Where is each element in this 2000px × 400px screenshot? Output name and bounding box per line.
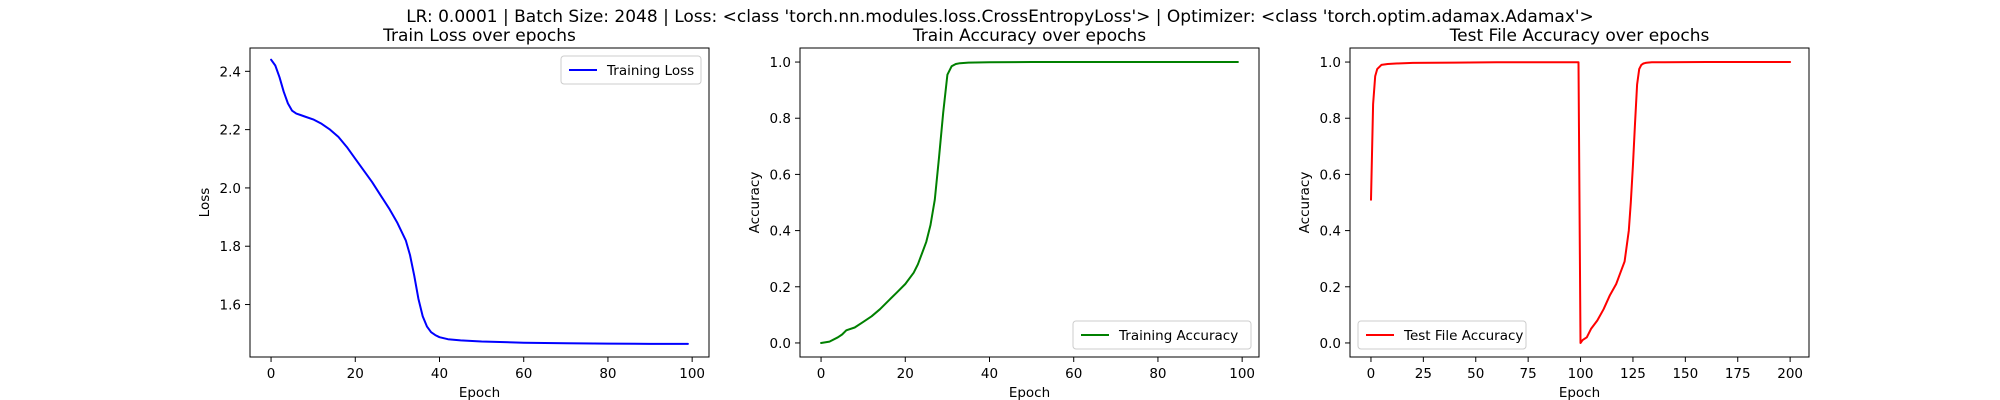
series-line-1 xyxy=(270,58,689,345)
y-tick-label: 0.8 xyxy=(1320,111,1341,127)
y-axis-label: Accuracy xyxy=(1297,172,1313,234)
train-loss-panel: Train Loss over epochs 0 20 40 60 80 100 1.6 1.8… xyxy=(197,26,710,400)
plot-title: Train Accuracy over epochs xyxy=(912,26,1146,46)
x-tick-label: 40 xyxy=(431,366,448,382)
y-tick-label: 0.4 xyxy=(1320,224,1341,240)
x-tick-label: 80 xyxy=(1149,366,1166,382)
x-tick-label: 60 xyxy=(515,366,532,382)
x-tick-label: 75 xyxy=(1520,366,1537,382)
x-tick-label: 125 xyxy=(1620,366,1646,382)
y-tick-label: 0.6 xyxy=(1320,167,1341,183)
legend-box xyxy=(560,55,702,85)
x-tick-label: 0 xyxy=(267,366,276,382)
plot-frame xyxy=(799,47,1260,358)
y-tick-label: 2.4 xyxy=(220,64,241,80)
x-tick-label: 25 xyxy=(1415,366,1432,382)
y-tick-label: 1.8 xyxy=(220,239,241,255)
legend-label: Training Loss xyxy=(606,63,694,79)
y-tick-label: 1.0 xyxy=(1320,55,1341,71)
x-tick-label: 20 xyxy=(347,366,364,382)
x-axis-label: Epoch xyxy=(1559,385,1600,400)
x-axis-label: Epoch xyxy=(1009,385,1050,400)
legend-box xyxy=(1357,320,1527,350)
x-tick-label: 0 xyxy=(817,366,826,382)
x-tick-label: 100 xyxy=(1229,366,1255,382)
legend-label: Training Accuracy xyxy=(1118,328,1238,344)
train-accuracy-panel: Train Accuracy over epochs 0 20 40 60 80 100 0.… xyxy=(747,26,1260,400)
legend: Training Accuracy xyxy=(1072,320,1252,350)
legend-label: Test File Accuracy xyxy=(1403,328,1523,344)
x-tick-label: 40 xyxy=(981,366,998,382)
plot-frame xyxy=(1349,47,1810,358)
y-axis-label: Accuracy xyxy=(747,172,763,234)
y-axis-label: Loss xyxy=(197,188,213,218)
x-tick-label: 150 xyxy=(1672,366,1698,382)
y-tick-label: 1.6 xyxy=(220,298,241,314)
figure-suptitle: LR: 0.0001 | Batch Size: 2048 | Loss: <c… xyxy=(406,7,1594,27)
y-tick-label: 2.2 xyxy=(220,123,241,139)
legend: Test File Accuracy xyxy=(1357,320,1527,350)
series-line-1 xyxy=(1370,61,1792,344)
x-tick-label: 60 xyxy=(1065,366,1082,382)
y-tick-label: 0.0 xyxy=(1320,336,1341,352)
x-tick-label: 20 xyxy=(897,366,914,382)
y-tick-label: 0.6 xyxy=(770,167,791,183)
x-tick-label: 100 xyxy=(679,366,705,382)
x-tick-label: 100 xyxy=(1568,366,1594,382)
y-tick-label: 1.0 xyxy=(770,55,791,71)
x-tick-label: 50 xyxy=(1467,366,1484,382)
y-tick-label: 0.4 xyxy=(770,224,791,240)
x-axis-label: Epoch xyxy=(459,385,500,400)
y-tick-label: 0.8 xyxy=(770,111,791,127)
y-tick-label: 0.0 xyxy=(770,336,791,352)
plot-frame xyxy=(249,47,710,358)
x-tick-label: 200 xyxy=(1777,366,1803,382)
x-tick-label: 80 xyxy=(599,366,616,382)
x-tick-label: 0 xyxy=(1367,366,1376,382)
x-tick-label: 175 xyxy=(1725,366,1751,382)
legend: Training Loss xyxy=(560,55,702,85)
test-file-accuracy-panel: Test File Accuracy over epochs 0 25 50 75 100… xyxy=(1297,26,1810,400)
y-tick-label: 0.2 xyxy=(1320,280,1341,296)
legend-box xyxy=(1072,320,1252,350)
plot-title: Train Loss over epochs xyxy=(382,26,576,46)
y-tick-label: 0.2 xyxy=(770,280,791,296)
y-tick-label: 2.0 xyxy=(220,181,241,197)
series-line-1 xyxy=(820,61,1239,344)
plot-title: Test File Accuracy over epochs xyxy=(1449,26,1710,46)
